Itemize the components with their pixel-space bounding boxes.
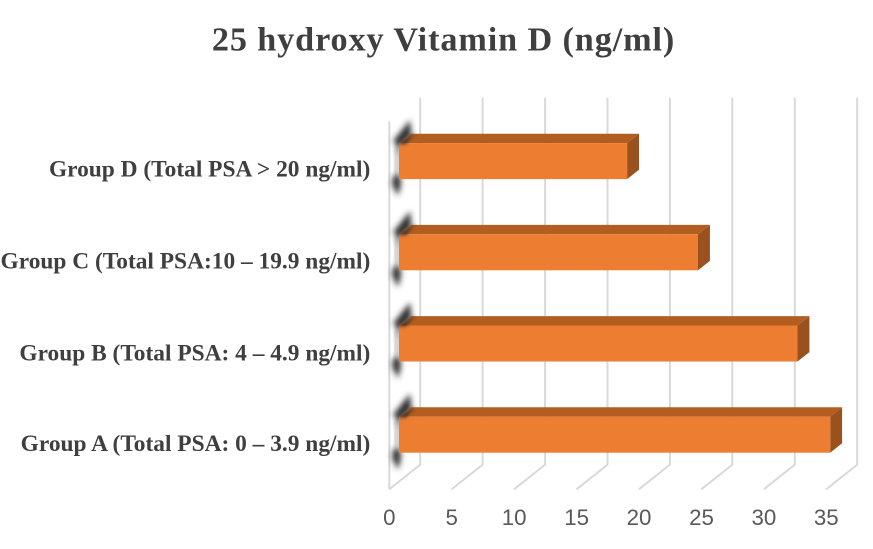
svg-text:10: 10 [502,505,527,530]
svg-text:15: 15 [564,505,589,530]
svg-text:Group D (Total PSA > 20 ng/ml): Group D (Total PSA > 20 ng/ml) [49,156,370,182]
svg-text:5: 5 [445,505,457,530]
svg-text:0: 0 [383,505,395,530]
svg-text:Group C (Total PSA:10 – 19.9 n: Group C (Total PSA:10 – 19.9 ng/ml) [1,248,371,274]
svg-text:Group B (Total PSA: 4 – 4.9 ng: Group B (Total PSA: 4 – 4.9 ng/ml) [19,340,370,366]
svg-text:25 hydroxy Vitamin D (ng/ml): 25 hydroxy Vitamin D (ng/ml) [212,21,675,58]
svg-text:20: 20 [627,505,652,530]
svg-text:Group A (Total PSA: 0 – 3.9 ng: Group A (Total PSA: 0 – 3.9 ng/ml) [21,431,371,457]
svg-text:30: 30 [751,505,776,530]
svg-text:35: 35 [814,505,839,530]
svg-text:25: 25 [689,505,714,530]
